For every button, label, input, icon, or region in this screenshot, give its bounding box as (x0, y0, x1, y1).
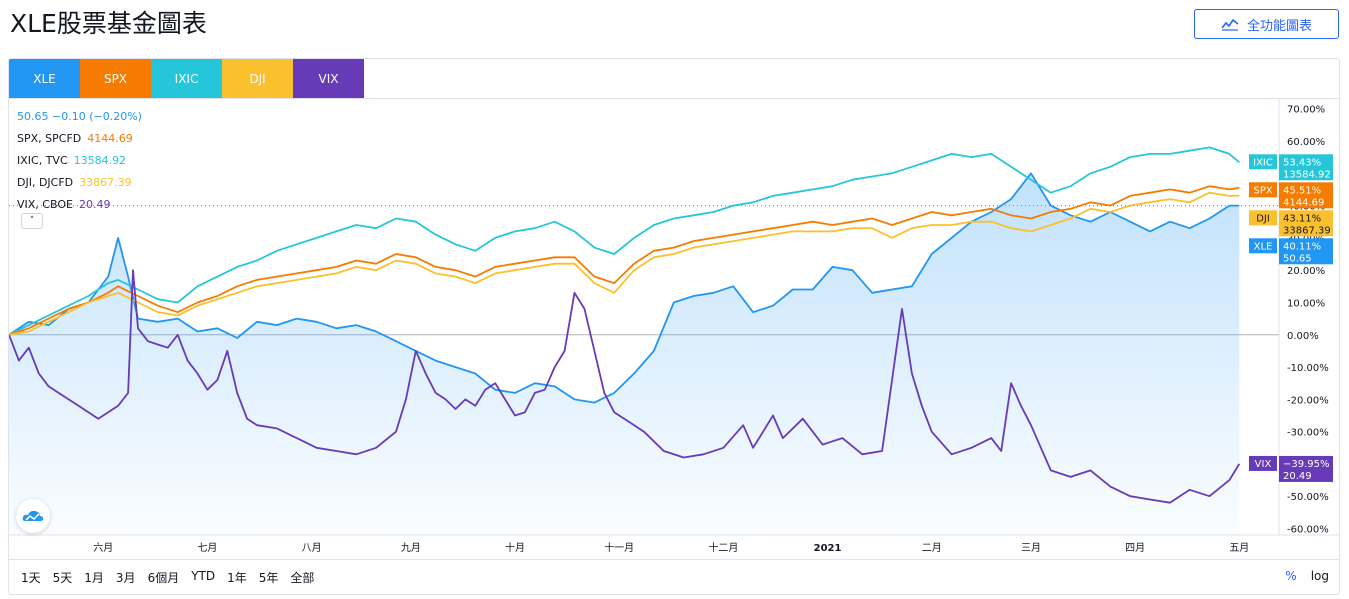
range-1y[interactable]: 1年 (227, 571, 247, 585)
range-toolbar: 1天 5天 1月 3月 6個月 YTD 1年 5年 全部 % log (9, 559, 1339, 594)
tab-xle[interactable]: XLE (9, 59, 80, 99)
range-all[interactable]: 全部 (290, 571, 315, 585)
y-tick-label: 0.00% (1287, 331, 1319, 342)
y-tick-label: -20.00% (1287, 395, 1329, 406)
x-tick-label: 六月 (93, 542, 113, 554)
tradingview-logo[interactable] (16, 499, 50, 533)
x-tick-label: 十二月 (708, 541, 738, 554)
svg-text:DJI: DJI (1256, 213, 1270, 224)
cloud-logo-icon (22, 510, 44, 521)
svg-text:IXIC: IXIC (1253, 157, 1273, 168)
svg-text:45.51%: 45.51% (1283, 185, 1321, 196)
legend-row-ixic: IXIC, TVC 13584.92 (17, 150, 142, 172)
legend-vix-name: VIX, CBOE (17, 198, 73, 211)
legend-row-vix: VIX, CBOE 20.49 (17, 194, 142, 216)
full-features-chart-button[interactable]: 全功能圖表 (1194, 9, 1339, 39)
x-tick-label: 九月 (401, 542, 421, 554)
range-1m[interactable]: 1月 (84, 571, 104, 585)
svg-text:53.43%: 53.43% (1283, 157, 1321, 168)
y-tick-label: 10.00% (1287, 298, 1325, 309)
y-tick-label: 70.00% (1287, 105, 1325, 116)
series-area-xle (9, 173, 1240, 536)
series-line-ixic (9, 146, 1240, 336)
range-buttons: 1天 5天 1月 3月 6個月 YTD 1年 5年 全部 (21, 569, 314, 586)
tab-dji[interactable]: DJI (222, 59, 293, 99)
x-tick-label: 十月 (505, 541, 525, 554)
svg-text:20.49: 20.49 (1283, 471, 1312, 482)
scale-controls: % log (1285, 569, 1329, 583)
chart-canvas[interactable]: -60.00%-50.00%-40.00%-30.00%-20.00%-10.0… (9, 59, 1340, 559)
x-tick-label: 五月 (1229, 542, 1249, 554)
svg-text:33867.39: 33867.39 (1283, 225, 1331, 236)
x-tick-label: 十一月 (604, 541, 634, 554)
y-tick-label: 60.00% (1287, 137, 1325, 148)
legend-xle-value: 50.65 −0.10 (−0.20%) (17, 110, 142, 123)
price-label-xle: XLE 40.11%50.65 (1249, 238, 1333, 265)
tabs-divider (9, 98, 1339, 99)
y-tick-label: -10.00% (1287, 363, 1329, 374)
legend-spx-value: 4144.69 (87, 132, 133, 145)
svg-text:40.11%: 40.11% (1283, 241, 1321, 252)
legend-row-xle: 50.65 −0.10 (−0.20%) (17, 106, 142, 128)
y-tick-label: -30.00% (1287, 428, 1329, 439)
x-tick-label: 三月 (1021, 542, 1041, 554)
price-label-dji: DJI 43.11%33867.39 (1249, 210, 1333, 237)
symbol-tabs: XLE SPX IXIC DJI VIX (9, 59, 364, 99)
legend-ixic-name: IXIC, TVC (17, 154, 68, 167)
legend-ixic-value: 13584.92 (73, 154, 127, 167)
legend-spx-name: SPX, SPCFD (17, 132, 82, 145)
svg-text:SPX: SPX (1253, 185, 1272, 196)
series-legend: 50.65 −0.10 (−0.20%) SPX, SPCFD 4144.69 … (17, 106, 142, 216)
percent-scale-toggle[interactable]: % (1285, 569, 1297, 583)
chart-line-icon (1221, 18, 1239, 31)
chart-widget: XLE SPX IXIC DJI VIX -60.00%-50.00%-40.0… (8, 58, 1340, 595)
x-tick-label: 七月 (197, 542, 217, 554)
tab-vix[interactable]: VIX (293, 59, 364, 99)
svg-text:13584.92: 13584.92 (1283, 169, 1331, 180)
legend-collapse-button[interactable]: ˄ (21, 213, 43, 229)
x-tick-label: 四月 (1125, 542, 1145, 554)
svg-text:4144.69: 4144.69 (1283, 197, 1324, 208)
legend-row-spx: SPX, SPCFD 4144.69 (17, 128, 142, 150)
range-5d[interactable]: 5天 (52, 571, 73, 585)
series-line-dji (9, 191, 1240, 336)
svg-text:VIX: VIX (1255, 459, 1272, 470)
legend-dji-value: 33867.39 (79, 176, 132, 189)
svg-text:50.65: 50.65 (1283, 253, 1312, 264)
y-tick-label: -50.00% (1287, 492, 1329, 503)
range-ytd[interactable]: YTD (191, 569, 216, 583)
tab-ixic[interactable]: IXIC (151, 59, 222, 99)
svg-text:XLE: XLE (1254, 241, 1273, 252)
tab-spx[interactable]: SPX (80, 59, 151, 99)
range-1d[interactable]: 1天 (21, 571, 41, 585)
range-3m[interactable]: 3月 (115, 571, 136, 585)
price-label-vix: VIX −39.95%20.49 (1249, 455, 1333, 482)
legend-dji-name: DJI, DJCFD (17, 176, 74, 189)
y-tick-label: -60.00% (1287, 525, 1329, 536)
x-tick-label: 八月 (302, 542, 322, 554)
page-title: XLE股票基金圖表 (10, 9, 207, 38)
full-features-label: 全功能圖表 (1246, 18, 1312, 34)
range-6m[interactable]: 6個月 (147, 571, 180, 585)
price-label-spx: SPX 45.51%4144.69 (1249, 182, 1333, 209)
legend-vix-value: 20.49 (78, 198, 111, 211)
svg-text:43.11%: 43.11% (1283, 213, 1321, 224)
range-5y[interactable]: 5年 (258, 571, 279, 585)
chevron-up-icon: ˄ (29, 216, 35, 226)
log-scale-toggle[interactable]: log (1310, 569, 1329, 583)
svg-text:−39.95%: −39.95% (1283, 459, 1330, 470)
series-line-spx (9, 185, 1240, 336)
x-tick-label: 二月 (922, 542, 942, 554)
series-line-vix (9, 269, 1241, 504)
y-tick-label: 20.00% (1287, 266, 1325, 277)
x-tick-label: 2021 (814, 543, 842, 554)
price-label-ixic: IXIC 53.43%13584.92 (1249, 154, 1333, 181)
legend-row-dji: DJI, DJCFD 33867.39 (17, 172, 142, 194)
